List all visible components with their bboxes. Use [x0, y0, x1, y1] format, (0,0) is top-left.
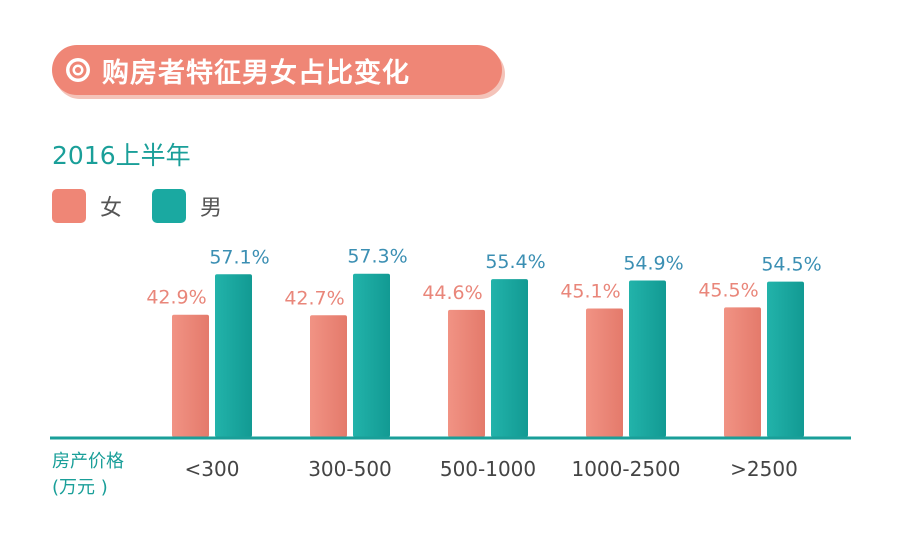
bar-male-0	[215, 274, 252, 437]
data-label-female-4: 45.5%	[698, 279, 758, 301]
x-axis-title-line-2: (万元 )	[52, 477, 108, 498]
x-tick-label-0: <300	[185, 457, 240, 481]
legend-label-male: 男	[200, 196, 223, 221]
chart-subtitle: 2016上半年	[52, 141, 191, 170]
bar-female-4	[724, 307, 761, 437]
x-axis-title: 房产价格 (万元 )	[52, 449, 124, 501]
data-label-female-2: 44.6%	[422, 282, 482, 304]
x-tick-label-1: 300-500	[308, 457, 392, 481]
data-label-male-0: 57.1%	[209, 246, 269, 268]
legend-swatch-female	[52, 189, 86, 223]
x-tick-label-2: 500-1000	[440, 457, 536, 481]
legend-item-female: 女	[52, 189, 122, 223]
legend: 女 男	[52, 189, 252, 223]
bar-male-1	[353, 273, 390, 437]
x-tick-label-4: >2500	[730, 457, 798, 481]
title-banner: 购房者特征男女占比变化	[52, 45, 502, 95]
data-label-male-2: 55.4%	[485, 251, 545, 273]
legend-item-male: 男	[152, 189, 222, 223]
target-icon	[66, 58, 90, 82]
x-tick-label-3: 1000-2500	[571, 457, 680, 481]
bar-female-0	[172, 314, 209, 437]
data-label-male-3: 54.9%	[623, 253, 683, 275]
bar-female-1	[310, 315, 347, 437]
data-label-male-1: 57.3%	[347, 246, 407, 268]
x-axis-title-line-1: 房产价格	[52, 451, 124, 472]
data-label-female-0: 42.9%	[146, 287, 206, 309]
bar-male-4	[767, 281, 804, 437]
data-label-female-3: 45.1%	[560, 280, 620, 302]
bar-male-2	[491, 279, 528, 437]
bar-female-2	[448, 309, 485, 437]
bar-female-3	[586, 308, 623, 437]
bar-male-3	[629, 280, 666, 437]
page-title: 购房者特征男女占比变化	[102, 57, 410, 89]
legend-label-female: 女	[100, 196, 123, 221]
legend-swatch-male	[152, 189, 187, 223]
data-label-female-1: 42.7%	[284, 287, 344, 309]
data-label-male-4: 54.5%	[761, 254, 821, 276]
